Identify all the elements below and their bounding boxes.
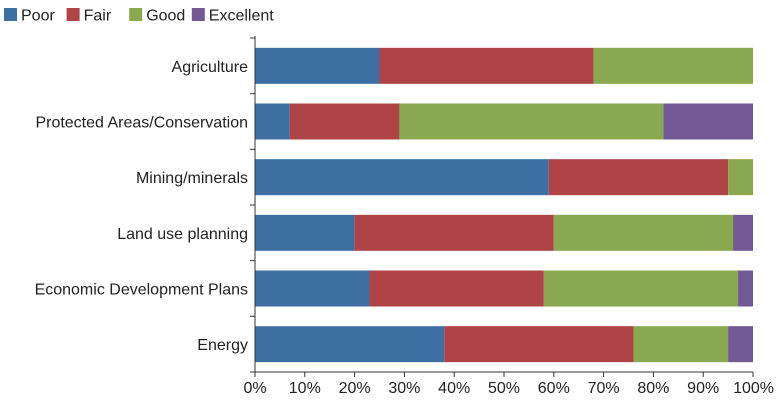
- bar-economic-development-plans-good: [543, 270, 739, 307]
- legend-label-excellent: Excellent: [209, 8, 274, 25]
- legend-swatch-good: [129, 8, 143, 21]
- bar-energy-excellent: [728, 326, 753, 363]
- x-tick-label: 50%: [488, 380, 520, 397]
- bar-energy-fair: [444, 326, 634, 363]
- bar-energy-poor: [255, 326, 445, 363]
- bar-mining-minerals-poor: [255, 159, 549, 196]
- bar-economic-development-plans-excellent: [738, 270, 753, 307]
- category-label-mining-minerals: Mining/minerals: [136, 170, 248, 187]
- y-axis-labels: Agriculture Protected Areas/Conservation M…: [35, 59, 249, 354]
- bar-energy-good: [633, 326, 729, 363]
- axes-group: [250, 36, 753, 373]
- legend-label-good: Good: [146, 8, 185, 25]
- x-tick-label: 0%: [243, 380, 266, 397]
- bar-agriculture-good: [593, 47, 753, 84]
- legend-label-poor: Poor: [21, 8, 55, 25]
- bar-economic-development-plans-fair: [369, 270, 544, 307]
- bar-mining-minerals-good: [728, 159, 753, 196]
- bar-economic-development-plans-poor: [255, 270, 370, 307]
- bar-land-use-planning-good: [553, 214, 734, 251]
- legend-swatch-excellent: [191, 8, 205, 21]
- bar-mining-minerals-fair: [548, 159, 729, 196]
- bar-protected-areas-conservation-fair: [289, 103, 400, 140]
- bar-land-use-planning-fair: [354, 214, 554, 251]
- bar-protected-areas-conservation-excellent: [663, 103, 753, 140]
- category-label-agriculture: Agriculture: [172, 59, 249, 76]
- category-label-protected-areas-conservation: Protected Areas/Conservation: [35, 115, 248, 132]
- bar-protected-areas-conservation-good: [399, 103, 664, 140]
- x-tick-label: 90%: [687, 380, 719, 397]
- category-label-economic-development-plans: Economic Development Plans: [35, 282, 248, 299]
- x-tick-label: 80%: [637, 380, 669, 397]
- x-axis-ticks: 0% 10% 20% 30% 40% 50% 60% 70% 80% 90% 100%: [243, 372, 774, 397]
- category-label-land-use-planning: Land use planning: [117, 226, 248, 243]
- legend-swatch-poor: [4, 8, 17, 21]
- bars-group: [255, 47, 753, 363]
- x-tick-label: 20%: [339, 380, 371, 397]
- x-tick-label: 40%: [438, 380, 470, 397]
- bar-land-use-planning-excellent: [733, 214, 753, 251]
- x-tick-label: 60%: [538, 380, 570, 397]
- legend: Poor Fair Good Excellent: [4, 8, 274, 25]
- category-label-energy: Energy: [197, 337, 248, 354]
- legend-label-fair: Fair: [84, 8, 112, 25]
- x-tick-label: 30%: [388, 380, 420, 397]
- x-tick-label: 70%: [588, 380, 620, 397]
- x-tick-label: 100%: [733, 380, 774, 397]
- bar-land-use-planning-poor: [255, 214, 355, 251]
- bar-agriculture-fair: [379, 47, 594, 84]
- bar-protected-areas-conservation-poor: [255, 103, 290, 140]
- x-tick-label: 10%: [289, 380, 321, 397]
- bar-agriculture-poor: [255, 47, 380, 84]
- legend-swatch-fair: [66, 8, 80, 21]
